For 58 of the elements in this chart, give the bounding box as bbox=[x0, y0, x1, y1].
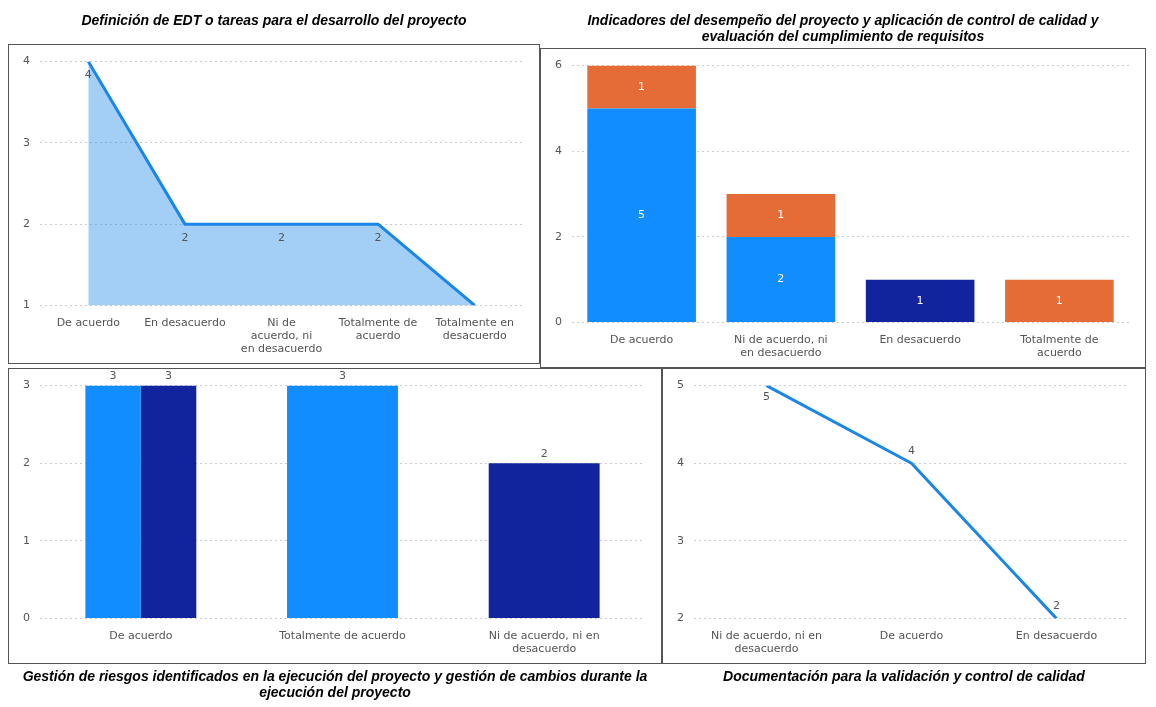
y-tick-label: 2 bbox=[677, 611, 684, 625]
x-tick-label: Ni de acuerdo, ni en desacuerdo bbox=[734, 333, 828, 360]
chart-title: Definición de EDT o tareas para el desarrollo del proyecto bbox=[80, 11, 468, 30]
data-label: 2 bbox=[181, 230, 189, 244]
y-tick-label: 1 bbox=[23, 298, 30, 312]
y-tick-label: 2 bbox=[23, 216, 30, 230]
data-label: 5 bbox=[638, 208, 646, 222]
y-tick-label: 6 bbox=[555, 58, 562, 72]
data-label: 1 bbox=[777, 208, 785, 222]
data-label: 5 bbox=[763, 390, 770, 404]
data-label: 4 bbox=[84, 68, 92, 82]
y-tick-label: 2 bbox=[23, 456, 30, 470]
bar bbox=[865, 279, 975, 323]
data-label: 2 bbox=[374, 230, 382, 244]
y-tick-label: 5 bbox=[677, 378, 684, 392]
text: Documentación para la validación y control de calidad bbox=[722, 667, 1086, 686]
y-tick-label: 0 bbox=[23, 611, 30, 625]
x-tick-label: Ni de acuerdo, ni en desacuerdo bbox=[488, 629, 600, 656]
text: Gestión de riesgos identificados en la ejecución del proyecto y gestión de cambios durante la ejecución del proyecto bbox=[21, 667, 649, 702]
data-label: 3 bbox=[165, 369, 173, 383]
data-label: 2 bbox=[278, 230, 285, 244]
y-tick-label: 1 bbox=[23, 533, 30, 547]
y-tick-label: 4 bbox=[23, 54, 30, 68]
x-tick-label: Totalmente de acuerdo bbox=[337, 315, 418, 343]
data-label: 1 bbox=[638, 79, 646, 93]
y-tick-label: 0 bbox=[555, 315, 562, 329]
bar bbox=[587, 65, 696, 109]
data-label: 3 bbox=[109, 369, 117, 383]
bar bbox=[726, 194, 836, 237]
bar bbox=[726, 236, 836, 323]
x-tick-label: Totalmente de acuerdo bbox=[278, 629, 407, 643]
x-tick-label: Totalmente de acuerdo bbox=[1019, 333, 1099, 360]
x-tick-label: De acuerdo bbox=[56, 315, 121, 329]
chart-title: Indicadores del desempeño del proyecto y aplicación de control de calidad y evaluación del cumplimiento de requisitos bbox=[586, 11, 1100, 46]
y-tick-label: 4 bbox=[677, 456, 684, 470]
x-tick-label: De acuerdo bbox=[109, 629, 173, 643]
y-tick-label: 3 bbox=[23, 135, 30, 149]
data-label: 3 bbox=[339, 369, 346, 383]
x-tick-label: Ni de acuerdo, ni en desacuerdo bbox=[240, 315, 323, 356]
data-label: 2 bbox=[1053, 599, 1060, 613]
data-label: 2 bbox=[777, 272, 785, 286]
y-tick-label: 4 bbox=[555, 144, 562, 158]
data-label: 1 bbox=[916, 293, 924, 307]
y-tick-label: 3 bbox=[677, 533, 684, 547]
data-label: 1 bbox=[1055, 293, 1063, 307]
x-tick-label: En desacuerdo bbox=[1015, 629, 1098, 643]
y-tick-label: 3 bbox=[23, 378, 30, 392]
x-tick-label: De acuerdo bbox=[609, 333, 674, 347]
bar bbox=[587, 108, 696, 323]
x-tick-label: En desacuerdo bbox=[144, 315, 226, 329]
x-tick-label: De acuerdo bbox=[879, 629, 944, 643]
data-label: 2 bbox=[540, 447, 548, 461]
x-tick-label: En desacuerdo bbox=[879, 333, 962, 347]
x-tick-label: Ni de acuerdo, ni en desacuerdo bbox=[711, 629, 822, 656]
x-tick-label: Totalmente en desacuerdo bbox=[434, 315, 514, 343]
y-tick-label: 2 bbox=[555, 229, 562, 243]
bar bbox=[1005, 279, 1114, 323]
data-label: 4 bbox=[908, 444, 915, 458]
